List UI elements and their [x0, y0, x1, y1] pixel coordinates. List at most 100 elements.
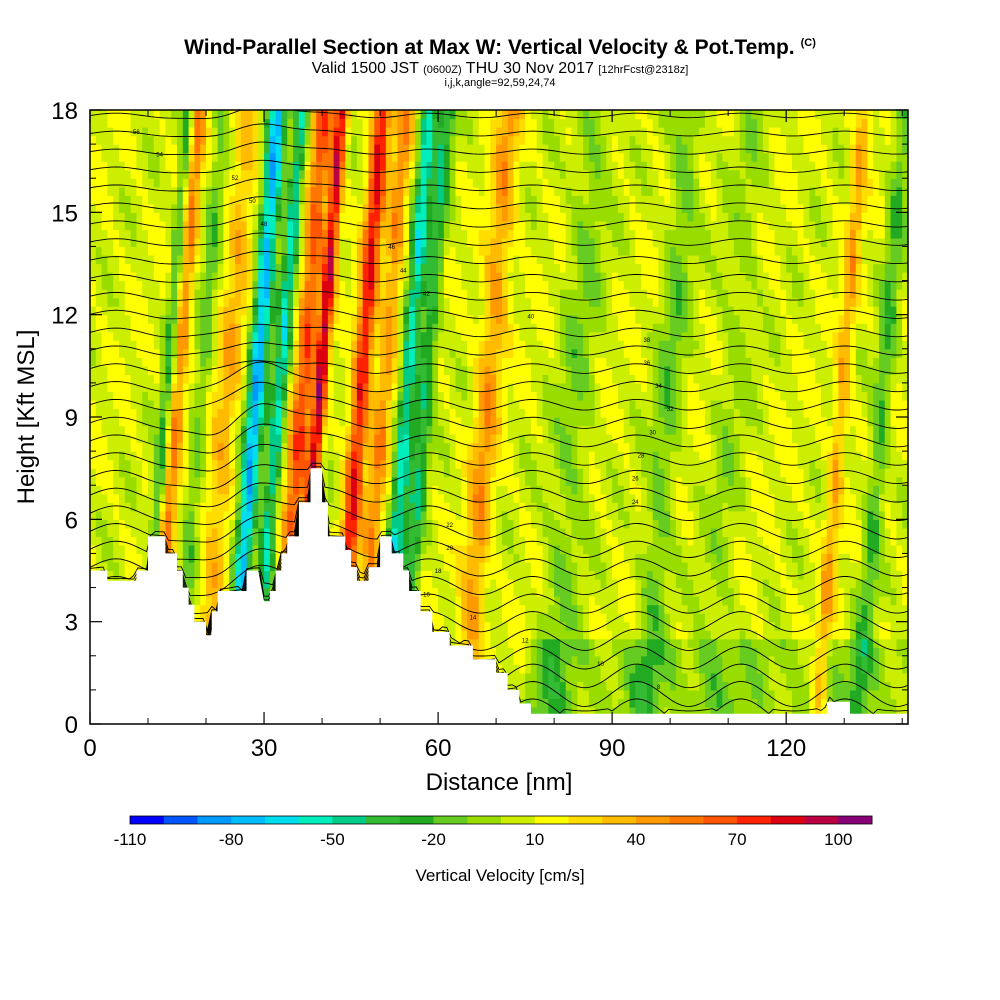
velocity-cell: [449, 272, 457, 282]
velocity-cell: [119, 297, 126, 307]
velocity-cell: [333, 186, 341, 196]
velocity-cell: [449, 425, 457, 435]
velocity-cell: [107, 553, 114, 563]
velocity-cell: [171, 544, 178, 555]
velocity-cell: [385, 493, 393, 503]
velocity-cell: [293, 382, 300, 393]
velocity-cell: [461, 212, 468, 222]
velocity-cell: [153, 229, 161, 239]
velocity-cell: [246, 434, 254, 444]
velocity-cell: [368, 178, 375, 188]
velocity-cell: [269, 417, 277, 427]
velocity-cell: [95, 289, 103, 299]
velocity-cell: [298, 297, 306, 307]
velocity-cell: [327, 451, 335, 461]
velocity-cell: [264, 596, 271, 606]
velocity-cell: [327, 357, 335, 367]
velocity-cell: [229, 186, 236, 196]
velocity-cell: [177, 127, 184, 137]
velocity-cell: [211, 331, 219, 341]
velocity-cell: [142, 144, 149, 154]
velocity-cell: [246, 246, 254, 256]
velocity-cell: [374, 161, 381, 171]
velocity-cell: [385, 485, 393, 495]
velocity-cell: [240, 246, 248, 256]
velocity-cell: [101, 280, 108, 290]
velocity-cell: [368, 382, 375, 393]
velocity-cell: [345, 374, 352, 384]
velocity-cell: [414, 510, 422, 520]
velocity-cell: [217, 178, 225, 188]
velocity-cell: [432, 280, 439, 290]
velocity-cell: [484, 374, 491, 384]
velocity-cell: [258, 348, 265, 358]
velocity-cell: [200, 587, 207, 597]
velocity-cell: [159, 510, 167, 520]
velocity-cell: [235, 237, 242, 248]
velocity-cell: [403, 144, 410, 154]
velocity-cell: [490, 502, 497, 512]
velocity-cell: [478, 340, 486, 350]
velocity-cell: [467, 476, 474, 486]
velocity-cell: [362, 374, 370, 384]
velocity-cell: [461, 237, 468, 248]
velocity-cell: [426, 399, 433, 410]
velocity-cell: [426, 297, 433, 307]
velocity-cell: [211, 169, 219, 179]
velocity-cell: [124, 229, 132, 239]
velocity-cell: [322, 110, 329, 120]
velocity-cell: [258, 510, 265, 520]
velocity-cell: [240, 263, 248, 273]
velocity-cell: [90, 289, 97, 299]
velocity-cell: [409, 357, 416, 367]
velocity-cell: [235, 289, 242, 299]
velocity-cell: [217, 468, 225, 478]
velocity-cell: [391, 425, 399, 435]
velocity-cell: [217, 254, 225, 265]
velocity-cell: [362, 152, 370, 162]
velocity-cell: [188, 510, 196, 520]
velocity-cell: [327, 246, 335, 256]
velocity-cell: [246, 280, 254, 290]
velocity-cell: [200, 604, 207, 614]
velocity-cell: [374, 195, 381, 205]
velocity-cell: [107, 425, 114, 435]
velocity-cell: [240, 340, 248, 350]
velocity-cell: [472, 399, 480, 410]
velocity-cell: [124, 502, 132, 512]
velocity-cell: [90, 519, 97, 529]
velocity-cell: [356, 544, 364, 555]
velocity-cell: [119, 340, 126, 350]
velocity-cell: [316, 178, 323, 188]
velocity-cell: [293, 374, 300, 384]
velocity-cell: [293, 118, 300, 128]
velocity-cell: [455, 195, 462, 205]
velocity-cell: [287, 178, 294, 188]
velocity-cell: [397, 118, 404, 128]
velocity-cell: [113, 135, 120, 145]
velocity-cell: [194, 579, 201, 589]
velocity-cell: [275, 399, 283, 410]
velocity-cell: [246, 451, 254, 461]
velocity-cell: [194, 382, 201, 393]
velocity-cell: [159, 272, 167, 282]
velocity-cell: [333, 365, 341, 375]
velocity-cell: [269, 391, 277, 401]
velocity-cell: [275, 425, 283, 435]
velocity-cell: [281, 468, 288, 478]
velocity-cell: [443, 519, 451, 529]
velocity-cell: [449, 391, 457, 401]
velocity-cell: [136, 118, 143, 128]
velocity-cell: [240, 169, 248, 179]
velocity-cell: [380, 135, 387, 145]
velocity-cell: [275, 169, 283, 179]
velocity-cell: [188, 314, 196, 324]
velocity-cell: [420, 340, 428, 350]
velocity-cell: [136, 425, 143, 435]
velocity-cell: [165, 536, 172, 546]
velocity-cell: [472, 152, 480, 162]
velocity-cell: [316, 417, 323, 427]
velocity-cell: [467, 596, 474, 606]
velocity-cell: [409, 417, 416, 427]
velocity-cell: [130, 297, 138, 307]
